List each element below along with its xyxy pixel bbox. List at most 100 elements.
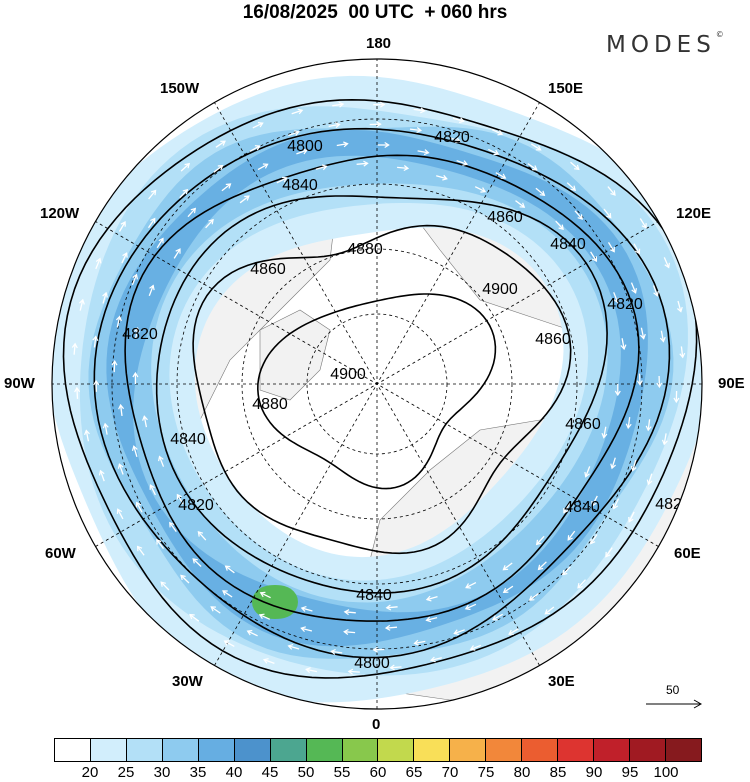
colorbar-tick-label: 90 [585, 764, 603, 781]
wind-vector-head [78, 298, 85, 305]
wind-vector [611, 457, 616, 469]
wind-vector-head [132, 371, 139, 378]
wind-vector [470, 644, 482, 650]
wind-vector [613, 292, 619, 303]
colorbar-tick-label: 85 [549, 764, 567, 781]
wind-vector-head [403, 165, 410, 172]
lon-label-90w: 90W [4, 375, 35, 392]
wind-vector-head [330, 648, 336, 655]
wind-vector-head [184, 162, 191, 169]
wind-vector-head [497, 129, 504, 136]
wind-vector [276, 177, 287, 184]
wind-vector-head [425, 595, 432, 602]
wind-vector [627, 417, 631, 429]
height-contour [155, 195, 608, 594]
colorbar-tick-label: 30 [153, 764, 171, 781]
wind-vector [508, 628, 519, 635]
wind-vector [632, 459, 637, 471]
wind-vector-head [389, 664, 395, 671]
wind-vector [621, 338, 625, 350]
wind-vector [116, 316, 121, 328]
wind-vector-head [462, 160, 469, 166]
wind-vector [260, 592, 271, 599]
wind-vector-head [537, 564, 544, 571]
wind-vector [426, 595, 438, 601]
wind-vector [187, 208, 196, 218]
wind-vector [102, 292, 107, 304]
wind-vector-head [641, 223, 647, 229]
wind-vector-head [142, 415, 148, 421]
wind-vector-head [135, 501, 142, 508]
contour-label: 4820 [655, 496, 691, 513]
wind-vector [603, 426, 607, 438]
lon-label-60e: 60E [674, 545, 701, 562]
contour-label: 4840 [282, 177, 318, 194]
wind-vector-head [562, 569, 568, 576]
wind-vector [288, 131, 300, 137]
contour-label: 4860 [487, 209, 523, 226]
meridian-line [95, 221, 659, 547]
wind-vector [252, 122, 263, 129]
wind-vector [585, 466, 591, 477]
wind-vector-head [493, 149, 500, 156]
wind-vector-head [118, 403, 125, 410]
wind-vector [301, 627, 313, 632]
wind-vector-head [535, 145, 542, 151]
lon-label-90e: 90E [718, 375, 745, 392]
wind-vector-head [225, 183, 232, 189]
contour-label: 4820 [607, 296, 643, 313]
wind-vector-head [584, 471, 590, 478]
wind-vector-head [416, 127, 423, 133]
colorbar-tick-label: 20 [81, 764, 99, 781]
wind-vector [336, 143, 348, 147]
wind-vector-head [120, 221, 126, 227]
contour-label: 4900 [482, 281, 518, 298]
wind-vector [397, 166, 409, 170]
wind-vector-head [613, 297, 620, 304]
wind-vector-head [413, 639, 420, 646]
wind-vector-head [384, 141, 390, 149]
wind-vector-head [338, 101, 345, 108]
wind-vector-head [535, 539, 542, 546]
colorbar-tick-label: 50 [297, 764, 315, 781]
wind-vector [104, 423, 108, 435]
wind-vector-head [180, 574, 186, 581]
wind-vector [348, 670, 360, 673]
wind-vector-head [425, 616, 432, 623]
wind-vector [417, 150, 429, 154]
colorbar-tick-label: 35 [189, 764, 207, 781]
wind-vector-head [636, 380, 643, 386]
wind-vector-head [343, 609, 350, 616]
colorbar-swatch [522, 739, 559, 761]
map-title: 16/08/2025 00 UTC + 060 hrs [242, 2, 508, 23]
colorbar-swatch [378, 739, 415, 761]
landmass [259, 309, 331, 401]
graticule [52, 59, 702, 709]
wind-vector [215, 140, 226, 148]
wind-vector [639, 218, 647, 229]
wind-vector-head [334, 122, 341, 129]
wind-vector [529, 592, 539, 601]
wind-vector-head [384, 624, 391, 631]
wind-vector-head [294, 130, 300, 136]
polar-map: 4800 4800 4820 4820 4820 4820 4820 4840 4840 4840… [51, 58, 703, 710]
colorbar-swatch [270, 739, 307, 761]
wind-vector [192, 558, 202, 567]
colorbar-swatch [55, 739, 91, 761]
wind-vector-head [625, 423, 632, 430]
wind-vector-head [591, 256, 598, 263]
wind-vector [640, 327, 645, 339]
height-contour [256, 293, 497, 490]
wind-vector-head [609, 246, 615, 253]
wind-vector [169, 522, 177, 532]
wind-vector-head [300, 606, 307, 612]
contour-label: 4880 [347, 241, 383, 258]
wind-vector [137, 546, 145, 556]
wind-vector-head [567, 535, 573, 541]
wind-vector [574, 210, 583, 220]
wind-vector [213, 165, 223, 173]
wind-speed-band [88, 126, 674, 659]
wind-vector [224, 640, 235, 647]
contour-label: 4840 [170, 431, 206, 448]
wind-vector-head [222, 590, 228, 596]
